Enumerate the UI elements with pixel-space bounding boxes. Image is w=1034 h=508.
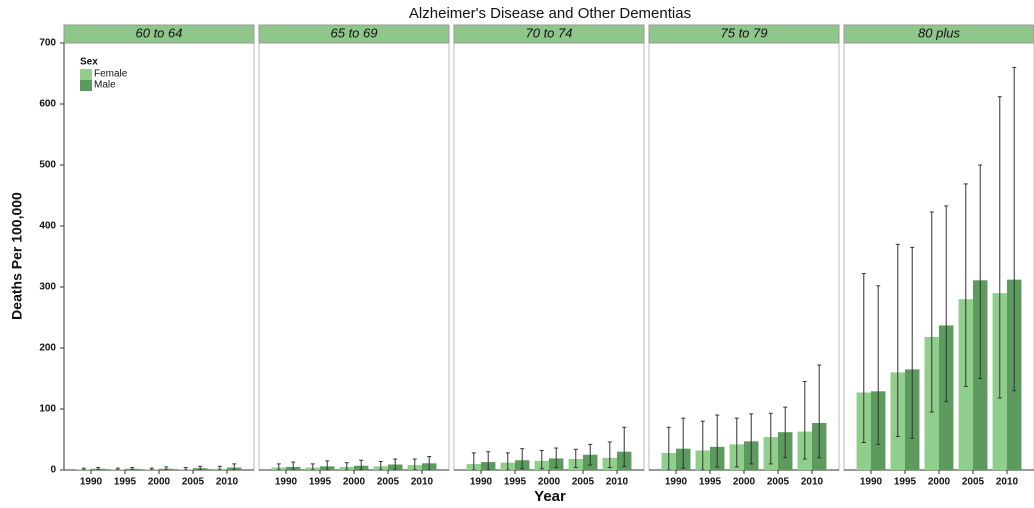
x-tick-label: 2005: [182, 477, 205, 488]
x-tick-label: 1990: [80, 477, 103, 488]
y-tick-label: 600: [39, 99, 56, 110]
legend-swatch: [80, 69, 92, 80]
x-tick-label: 2000: [343, 477, 366, 488]
x-tick-label: 2000: [538, 477, 561, 488]
facet-strip: [648, 24, 840, 44]
x-tick-label: 1995: [504, 477, 527, 488]
facet-label: 60 to 64: [136, 25, 183, 40]
legend-label: Female: [94, 69, 128, 80]
x-tick-label: 1990: [860, 477, 883, 488]
legend-title: Sex: [80, 57, 98, 68]
x-tick-label: 2010: [996, 477, 1019, 488]
x-tick-label: 2000: [733, 477, 756, 488]
y-tick-label: 0: [50, 465, 56, 476]
y-axis-label: Deaths Per 100,000: [9, 192, 25, 320]
x-tick-label: 2005: [377, 477, 400, 488]
facet-strip: [63, 24, 255, 44]
facet-label: 70 to 74: [526, 25, 573, 40]
y-tick-label: 400: [39, 221, 56, 232]
x-tick-label: 1990: [470, 477, 493, 488]
panel: [453, 42, 645, 471]
x-tick-label: 2010: [801, 477, 824, 488]
x-tick-label: 2005: [962, 477, 985, 488]
x-tick-label: 1990: [275, 477, 298, 488]
x-tick-label: 2005: [572, 477, 595, 488]
panel: [648, 42, 840, 471]
x-tick-label: 2000: [928, 477, 951, 488]
chart-title: Alzheimer's Disease and Other Dementias: [409, 5, 691, 22]
facet-strip: [843, 24, 1034, 44]
y-tick-label: 100: [39, 404, 56, 415]
x-axis-label: Year: [534, 488, 566, 505]
x-tick-label: 2010: [216, 477, 239, 488]
x-tick-label: 2010: [606, 477, 629, 488]
x-tick-label: 2010: [411, 477, 434, 488]
y-tick-label: 500: [39, 160, 56, 171]
y-tick-label: 300: [39, 282, 56, 293]
x-tick-label: 1995: [699, 477, 722, 488]
panel: [258, 42, 450, 471]
x-tick-label: 1995: [114, 477, 137, 488]
facet-strip: [453, 24, 645, 44]
x-tick-label: 1995: [309, 477, 332, 488]
y-tick-label: 200: [39, 343, 56, 354]
x-tick-label: 2005: [767, 477, 790, 488]
facet-label: 80 plus: [918, 25, 960, 40]
facet-label: 75 to 79: [721, 25, 768, 40]
x-tick-label: 2000: [148, 477, 171, 488]
legend-swatch: [80, 80, 92, 91]
facet-label: 65 to 69: [331, 25, 378, 40]
x-tick-label: 1995: [894, 477, 917, 488]
x-tick-label: 1990: [665, 477, 688, 488]
panel: [63, 42, 255, 471]
y-tick-label: 700: [39, 38, 56, 49]
legend-label: Male: [94, 80, 116, 91]
facet-strip: [258, 24, 450, 44]
